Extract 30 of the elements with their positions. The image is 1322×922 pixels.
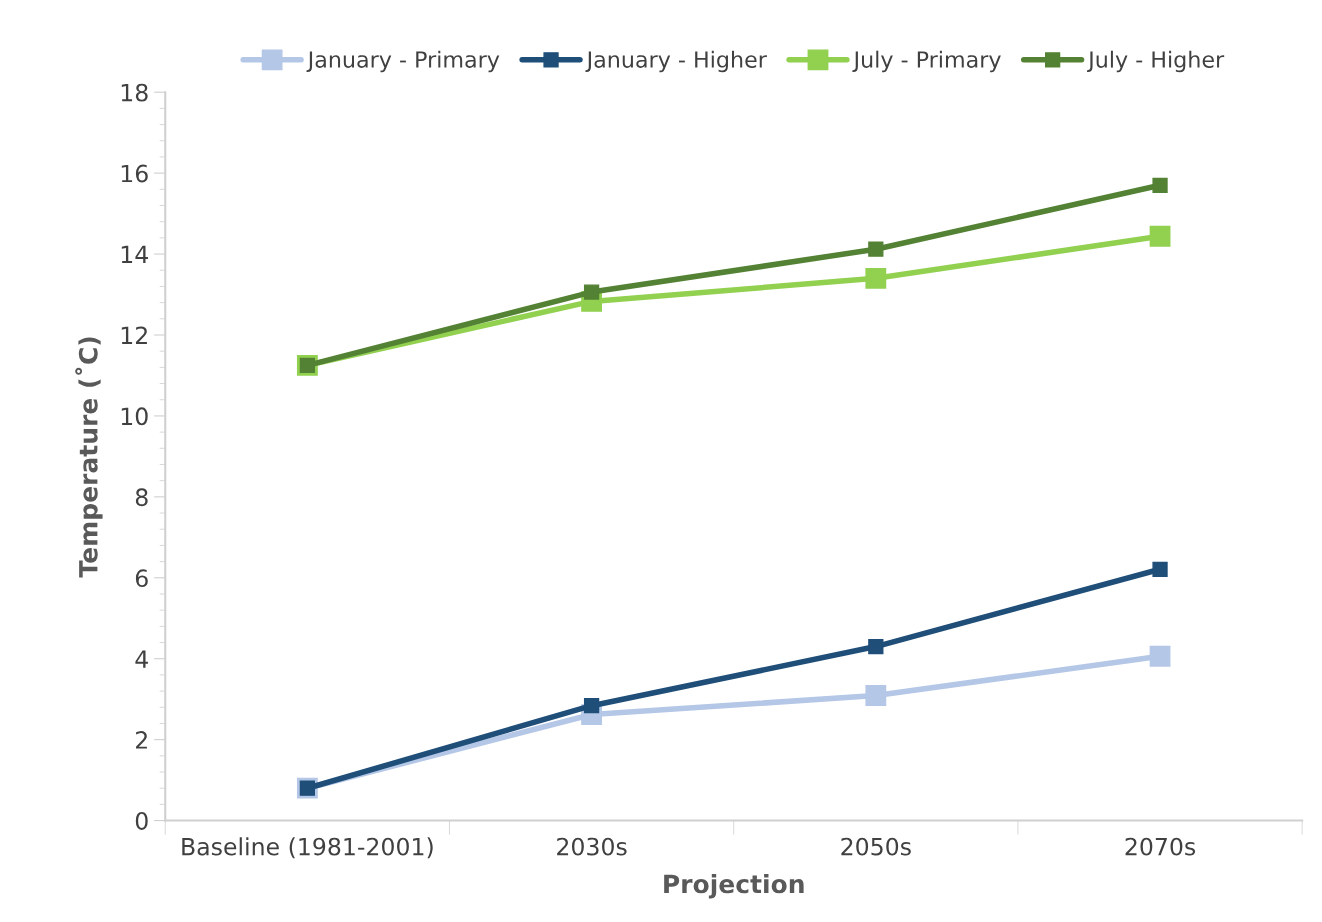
point (1152, 561, 1168, 577)
point (868, 241, 884, 257)
y-tick-label: 0 (135, 812, 148, 830)
y-tick-label: 10 (121, 407, 148, 426)
point (1152, 177, 1168, 193)
point (865, 267, 887, 289)
x-tick-label: Baseline (1981-2001) (182, 837, 433, 859)
y-tick-label: 14 (121, 245, 148, 264)
y-tick-label: 6 (135, 569, 148, 588)
point (583, 284, 600, 300)
x-tick-label: 2050s (841, 837, 911, 856)
point (868, 638, 884, 655)
y-axis-title: Temperature (˚C) (75, 337, 103, 578)
point (865, 685, 887, 706)
point (583, 698, 600, 714)
y-tick-label: 16 (121, 164, 148, 183)
y-tick-label: 12 (121, 326, 147, 344)
legend-label: January - Primary (306, 50, 500, 73)
x-tick-label: 2070s (1125, 837, 1196, 856)
legend-label: July - Higher (1087, 50, 1225, 73)
point (1149, 645, 1171, 667)
x-axis-title: Projection (664, 873, 804, 899)
y-tick-label: 18 (121, 83, 148, 102)
x-tick-label: 2030s (557, 837, 627, 856)
y-tick-label: 8 (135, 488, 148, 507)
legend-label: January - Higher (585, 50, 767, 73)
y-tick-label: 2 (135, 731, 147, 749)
point (1149, 225, 1171, 247)
legend-label: July - Primary (852, 50, 1001, 73)
y-tick-label: 4 (135, 650, 148, 668)
